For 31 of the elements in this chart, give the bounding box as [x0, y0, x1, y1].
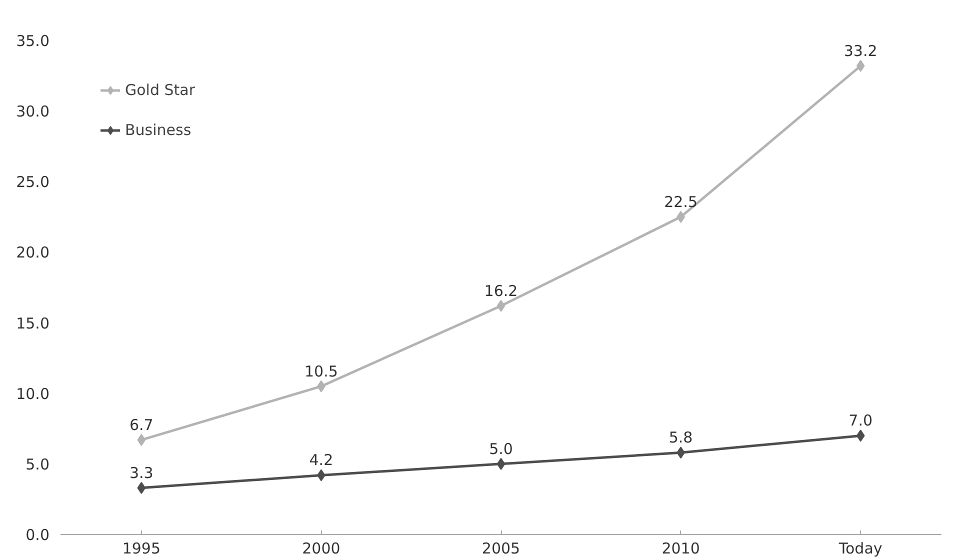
point — [137, 434, 146, 446]
x-tick-label: 1995 — [122, 540, 161, 558]
data-label: 5.0 — [489, 440, 513, 458]
data-label: 4.2 — [309, 451, 334, 470]
x-tick-label: 2005 — [482, 540, 520, 558]
y-tick-label: 10.0 — [16, 384, 50, 403]
point — [496, 458, 506, 470]
data-label: 3.3 — [129, 464, 154, 482]
legend-label: Business — [125, 121, 192, 139]
data-label: 16.2 — [484, 282, 518, 300]
y-tick-label: 25.0 — [16, 173, 50, 192]
point — [137, 482, 146, 494]
data-label: 33.2 — [844, 42, 878, 60]
x-tick-label: 2010 — [662, 540, 700, 558]
point — [856, 430, 865, 442]
y-tick-label: 5.0 — [26, 455, 50, 474]
y-tick-label: 35.0 — [16, 32, 50, 50]
x-tick-label: Today — [838, 540, 882, 558]
data-label: 5.8 — [668, 428, 693, 447]
legend-label: Gold Star — [125, 81, 196, 99]
data-label: 10.5 — [304, 362, 338, 380]
y-tick-label: 0.0 — [26, 526, 50, 544]
x-tick-label: 2000 — [302, 540, 340, 558]
y-tick-label: 20.0 — [16, 244, 50, 262]
point — [856, 60, 865, 72]
data-label: 22.5 — [664, 192, 698, 211]
y-tick-label: 15.0 — [16, 314, 50, 332]
data-label: 7.0 — [848, 412, 873, 430]
point — [496, 300, 506, 312]
data-label: 6.7 — [129, 416, 154, 434]
y-tick-label: 30.0 — [16, 102, 50, 121]
